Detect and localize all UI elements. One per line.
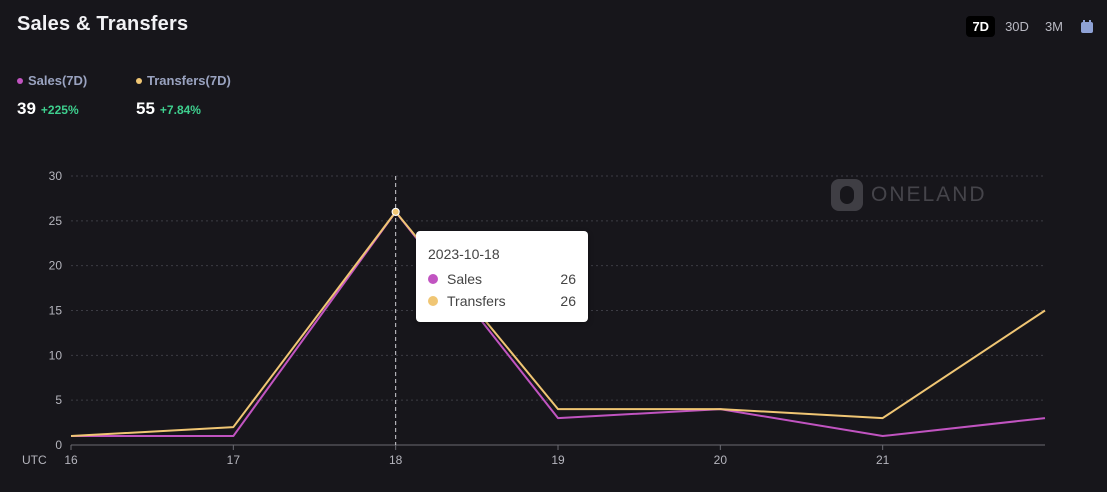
page-title: Sales & Transfers: [17, 13, 189, 35]
x-axis-label: UTC: [22, 453, 47, 467]
series-line-sales: [71, 210, 1046, 438]
y-tick-label: 25: [49, 214, 63, 228]
tab-3m[interactable]: 3M: [1044, 19, 1063, 34]
transfers-summary: Transfers(7D) 55 +7.84%: [136, 73, 231, 119]
watermark-text: ONELAND: [871, 183, 987, 206]
tooltip-sales-name: Sales: [447, 271, 483, 287]
x-tick-label: 16: [64, 453, 78, 467]
x-tick-label: 20: [714, 453, 728, 467]
x-tick-label: 19: [551, 453, 565, 467]
tab-30d[interactable]: 30D: [1005, 19, 1029, 34]
calendar-icon[interactable]: [1081, 20, 1093, 33]
transfers-total: 55: [136, 99, 155, 118]
y-tick-label: 20: [49, 259, 63, 273]
transfers-label-text: Transfers(7D): [147, 73, 231, 88]
x-tick-label: 18: [389, 453, 403, 467]
x-tick-label: 17: [227, 453, 241, 467]
y-tick-label: 0: [55, 438, 62, 452]
sales-legend-label[interactable]: Sales(7D): [17, 73, 87, 88]
tooltip-row-transfers: Transfers 26: [428, 290, 576, 312]
y-tick-label: 30: [49, 169, 63, 183]
tooltip-sales-value: 26: [560, 271, 576, 287]
sales-dot-icon: [17, 77, 23, 84]
watermark: ONELAND: [831, 179, 987, 211]
tooltip-transfers-dot-icon: [428, 296, 438, 306]
transfers-legend-label[interactable]: Transfers(7D): [136, 73, 231, 88]
oneland-logo-icon: [831, 179, 863, 211]
highlight-point-transfers: [391, 207, 400, 216]
y-tick-label: 10: [49, 348, 63, 362]
series-line-transfers: [70, 210, 1046, 438]
transfers-dot-icon: [136, 77, 142, 84]
tooltip-date: 2023-10-18: [428, 246, 500, 262]
y-tick-label: 15: [49, 304, 63, 318]
chart-tooltip: 2023-10-18 Sales 26 Transfers 26: [416, 231, 588, 322]
sales-label-text: Sales(7D): [28, 73, 88, 88]
tooltip-transfers-name: Transfers: [447, 293, 506, 309]
transfers-change: +7.84%: [159, 103, 201, 117]
tooltip-transfers-value: 26: [560, 293, 576, 309]
x-tick-label: 21: [876, 453, 890, 467]
tooltip-sales-dot-icon: [428, 274, 438, 284]
y-tick-label: 5: [55, 393, 62, 407]
sales-summary: Sales(7D) 39 +225%: [17, 73, 87, 119]
tab-7d[interactable]: 7D: [966, 16, 996, 37]
tooltip-row-sales: Sales 26: [428, 268, 576, 290]
sales-change: +225%: [40, 103, 79, 117]
sales-total: 39: [17, 99, 36, 118]
time-range-tabs: 7D 30D 3M: [966, 16, 1093, 37]
